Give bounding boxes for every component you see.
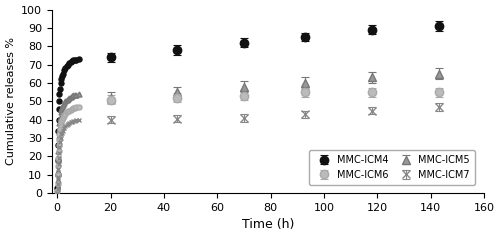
- Y-axis label: Cumulative releases %: Cumulative releases %: [6, 37, 16, 165]
- X-axis label: Time (h): Time (h): [242, 219, 294, 232]
- Legend: MMC-ICM4, MMC-ICM6, MMC-ICM5, MMC-ICM7: MMC-ICM4, MMC-ICM6, MMC-ICM5, MMC-ICM7: [310, 150, 475, 185]
